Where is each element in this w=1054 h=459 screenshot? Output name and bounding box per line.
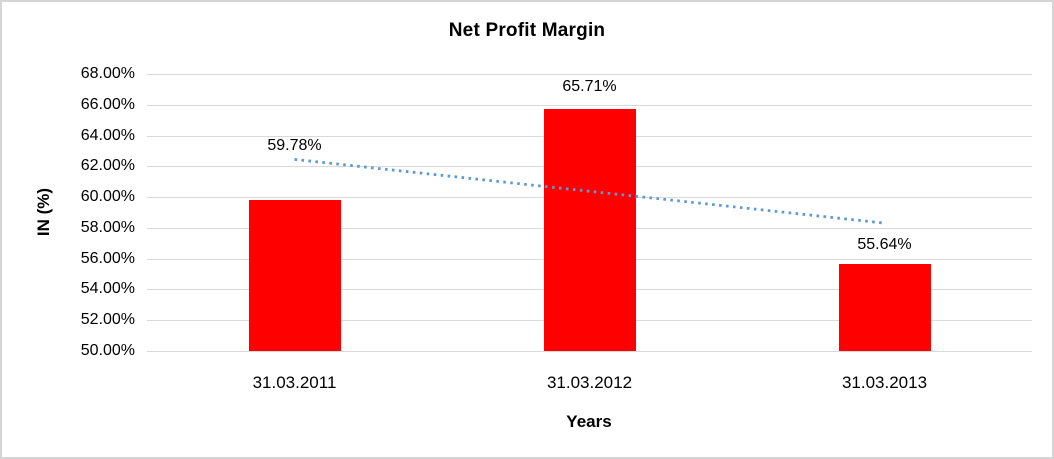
x-axis-title: Years xyxy=(566,412,612,431)
data-label: 59.78% xyxy=(267,137,322,155)
y-tick-label: 56.00% xyxy=(80,249,135,267)
y-tick-label: 66.00% xyxy=(80,95,135,113)
y-tick-label: 68.00% xyxy=(80,65,135,82)
chart-title: Net Profit Margin xyxy=(448,20,606,41)
x-tick-label: 31.03.2012 xyxy=(546,373,633,392)
y-tick-label: 64.00% xyxy=(80,126,135,144)
bar xyxy=(543,109,636,351)
y-gridline xyxy=(147,104,1032,106)
y-gridline xyxy=(147,351,1032,352)
data-label: 55.64% xyxy=(857,236,912,254)
y-tick-label: 54.00% xyxy=(80,280,135,298)
x-tick-label: 31.03.2011 xyxy=(252,373,337,392)
data-label: 65.71% xyxy=(562,78,617,96)
y-tick-label: 52.00% xyxy=(80,311,135,329)
x-tick-label: 31.03.2013 xyxy=(841,373,928,392)
y-tick-label: 60.00% xyxy=(80,188,135,206)
y-tick-label: 50.00% xyxy=(80,342,135,359)
y-axis-title: IN (%) xyxy=(34,187,53,237)
y-tick-label: 58.00% xyxy=(80,218,135,236)
y-tick-label: 62.00% xyxy=(80,157,135,175)
bar xyxy=(838,264,931,351)
y-gridline xyxy=(147,74,1032,75)
bar xyxy=(248,200,341,351)
